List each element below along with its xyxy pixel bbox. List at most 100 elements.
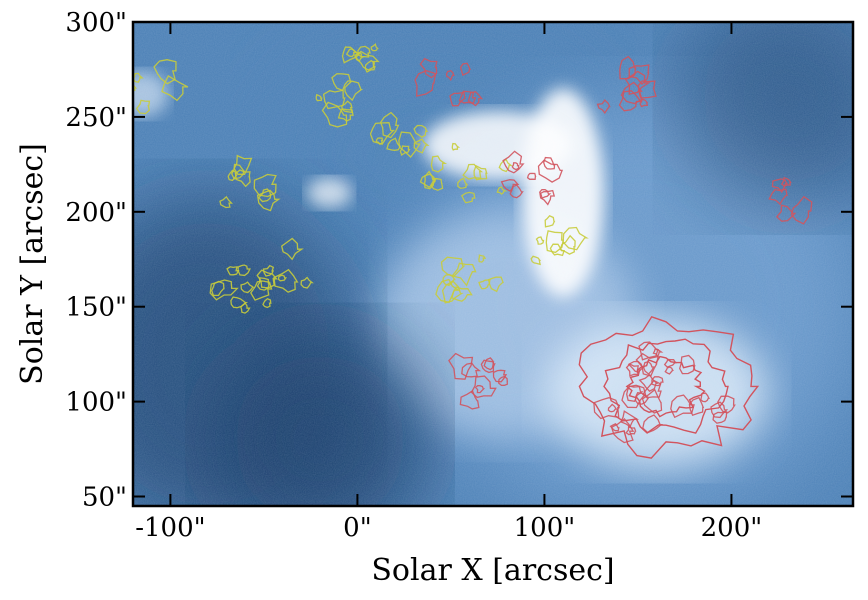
red-contour <box>609 422 620 432</box>
yellow-contour <box>256 277 271 291</box>
x-tick-label: 0" <box>343 513 372 543</box>
yellow-contour <box>219 195 234 209</box>
yellow-contour <box>462 163 484 180</box>
yellow-contour <box>133 72 144 83</box>
red-contour <box>461 362 482 378</box>
y-axis-ticks: 50" 100" 150" 200" 250" 300" <box>65 8 853 513</box>
x-axis-ticks: -100" 0" 100" 200" <box>135 22 762 543</box>
yellow-contour <box>315 93 323 102</box>
red-contour <box>474 385 486 394</box>
red-contour <box>642 379 662 399</box>
yellow-contour <box>441 280 464 304</box>
red-contour <box>470 375 497 399</box>
image-noise <box>133 22 853 506</box>
yellow-contour <box>262 264 275 277</box>
yellow-contour <box>370 42 379 52</box>
red-contour <box>637 80 657 99</box>
yellow-contour <box>135 99 151 115</box>
y-tick-label: 250" <box>65 103 127 133</box>
red-contour <box>467 90 484 107</box>
yellow-contour <box>153 59 177 85</box>
yellow-contour <box>498 158 513 173</box>
yellow-contour <box>535 236 545 245</box>
yellow-contour <box>430 177 444 191</box>
yellow-contour <box>250 280 273 301</box>
red-contour <box>448 352 474 380</box>
yellow-contour <box>227 169 238 182</box>
red-contour <box>500 179 520 192</box>
yellow-contour <box>280 237 304 261</box>
yellow-contour <box>262 297 272 309</box>
red-contour <box>449 91 466 107</box>
red-contour <box>625 363 641 377</box>
yellow-contour <box>300 276 314 289</box>
yellow-contour <box>386 137 402 151</box>
red-contour <box>638 341 659 361</box>
red-contour <box>771 178 789 194</box>
red-contour <box>459 62 471 77</box>
red-contour-ring <box>578 315 760 459</box>
yellow-contour <box>357 45 371 58</box>
yellow-contour <box>430 155 448 173</box>
yellow-contour <box>322 89 346 110</box>
yellow-contour <box>369 122 396 145</box>
red-contour <box>651 376 664 387</box>
y-tick-label: 50" <box>82 483 127 513</box>
red-contour <box>780 176 792 187</box>
yellow-contour <box>398 131 421 158</box>
x-tick-label: -100" <box>135 513 205 543</box>
yellow-contour <box>210 280 225 297</box>
yellow-contour <box>354 51 366 63</box>
yellow-contour <box>273 268 299 293</box>
red-contour <box>639 98 649 108</box>
red-contour <box>790 195 813 225</box>
y-tick-label: 150" <box>65 293 127 323</box>
red-contour <box>670 394 695 419</box>
yellow-contour <box>321 101 348 128</box>
red-contour <box>526 172 537 180</box>
x-tick-label: 200" <box>701 513 763 543</box>
red-contour <box>509 184 524 199</box>
yellow-contour <box>209 279 239 301</box>
yellow-contour <box>473 164 488 181</box>
y-tick-label: 300" <box>65 8 127 38</box>
red-contour <box>502 150 525 174</box>
plot-frame <box>131 20 855 508</box>
red-contour <box>414 70 437 97</box>
red-contour <box>642 414 664 434</box>
y-tick-label: 200" <box>65 198 127 228</box>
yellow-contour <box>256 189 281 212</box>
contours <box>133 42 813 459</box>
yellow-contour <box>442 273 456 287</box>
yellow-contour <box>230 163 246 180</box>
red-contour <box>717 395 736 414</box>
yellow-contour <box>161 74 189 102</box>
yellow-contour <box>331 73 352 92</box>
yellow-contour <box>240 281 256 294</box>
yellow-contour <box>545 230 564 254</box>
red-contour <box>663 358 677 368</box>
red-contour <box>652 348 664 358</box>
red-contour <box>419 57 438 79</box>
yellow-contour <box>226 266 240 276</box>
yellow-contour <box>530 255 541 266</box>
red-contour <box>626 385 644 403</box>
red-contour <box>538 188 552 199</box>
yellow-contour <box>344 80 364 102</box>
yellow-contour <box>277 274 288 282</box>
red-contour <box>498 375 509 387</box>
red-contour <box>458 90 477 104</box>
red-contour <box>596 99 611 114</box>
red-contour <box>679 354 696 375</box>
yellow-contour <box>460 191 476 204</box>
red-contour <box>776 204 797 222</box>
red-contour-ring <box>603 338 729 434</box>
yellow-contour <box>419 170 437 188</box>
red-contour <box>445 69 455 82</box>
red-contour <box>700 392 710 403</box>
red-contour <box>511 162 520 171</box>
yellow-contour <box>364 59 376 73</box>
yellow-contour <box>413 124 428 138</box>
yellow-contour <box>478 279 491 290</box>
